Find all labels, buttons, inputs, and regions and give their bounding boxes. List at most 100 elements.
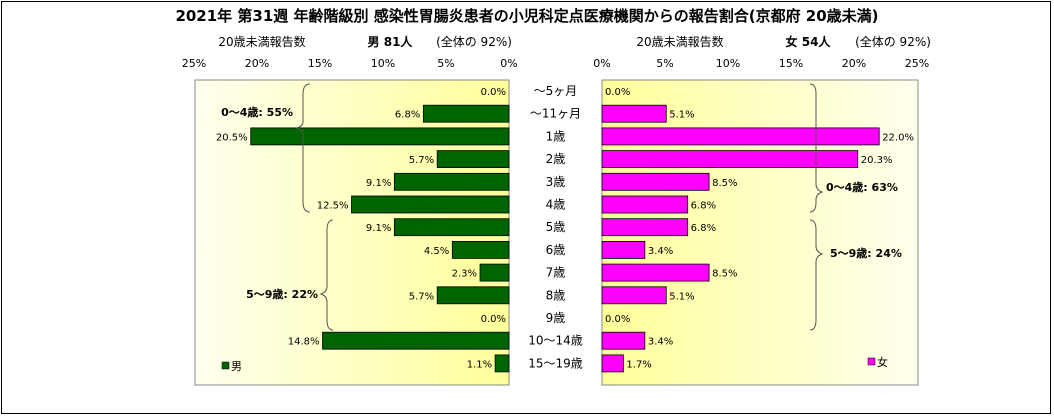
category-label: 8歳 [546, 288, 566, 302]
female-bar [601, 195, 689, 214]
bracket-female-0-4-label: 0～4歳: 63% [826, 180, 898, 194]
category-label: 15～19歳 [528, 356, 583, 370]
male-value-label: 14.8% [288, 337, 320, 348]
legend-male-label: 男 [231, 360, 242, 373]
male-bar [422, 104, 510, 123]
female-bar [601, 354, 624, 373]
male-bar [250, 127, 510, 146]
male-value-label: 5.7% [409, 291, 434, 302]
female-tick-label: 15% [779, 57, 803, 70]
male-tick-label: 25% [182, 57, 206, 70]
category-label: 3歳 [546, 175, 566, 189]
bracket-male-5-9: 5～9歳: 22% [246, 219, 334, 331]
category-label: 7歳 [546, 266, 566, 280]
male-value-label: 0.0% [481, 87, 506, 98]
female-bars: 0.0% 5.1% 22.0% 20.3% 8.5% 6.8% 6.8% 3.4% 8.5% 5.… [601, 87, 914, 373]
category-label: ～11ヶ月 [530, 107, 581, 121]
male-header-count: 男 81人 [368, 34, 414, 49]
male-value-label: 9.1% [366, 223, 391, 234]
category-label: 4歳 [546, 198, 566, 212]
male-value-label: 0.0% [481, 314, 506, 325]
female-bar [601, 104, 667, 123]
male-value-label: 2.3% [452, 269, 477, 280]
male-value-label: 4.5% [424, 246, 449, 257]
category-label: 1歳 [546, 129, 566, 143]
male-axis-ticks: 0% 5% 10% 15% 20% 25% [182, 57, 518, 70]
legend-male-swatch [221, 361, 230, 370]
female-value-label: 5.1% [669, 291, 694, 302]
legend-female-swatch [867, 357, 876, 366]
bracket-female-5-9-label: 5～9歳: 24% [830, 246, 902, 260]
bracket-female-0-4: 0～4歳: 63% [809, 83, 898, 213]
male-bar [436, 286, 510, 305]
female-axis-ticks: 0% 5% 10% 15% 20% 25% [593, 57, 929, 70]
female-tick-label: 10% [716, 57, 740, 70]
female-bar [601, 263, 710, 282]
category-label: 10～14歳 [528, 334, 583, 348]
male-bar [322, 331, 510, 350]
female-header-share: (全体の 92%) [855, 34, 931, 49]
female-bar [601, 286, 667, 305]
male-tick-label: 15% [308, 57, 332, 70]
female-value-label: 6.8% [691, 223, 716, 234]
chart-title: 2021年 第31週 年齢階級別 感染性胃腸炎患者の小児科定点医療機関からの報告… [175, 7, 878, 25]
bracket-female-5-9: 5～9歳: 24% [809, 219, 902, 331]
female-bar [601, 127, 880, 146]
female-header-label: 20歳未満報告数 [636, 34, 723, 49]
category-label: ～5ヶ月 [534, 84, 578, 98]
female-value-label: 6.8% [691, 201, 716, 212]
legend-female-label: 女 [877, 355, 888, 369]
bracket-male-5-9-label: 5～9歳: 22% [246, 287, 318, 301]
male-tick-label: 0% [500, 57, 517, 70]
female-value-label: 8.5% [712, 178, 737, 189]
male-value-label: 9.1% [366, 178, 391, 189]
bracket-male-0-4-label: 0～4歳: 55% [221, 105, 293, 119]
category-label: 2歳 [546, 152, 566, 166]
female-value-label: 8.5% [712, 269, 737, 280]
female-tick-label: 0% [593, 57, 610, 70]
female-bar [601, 150, 859, 169]
category-label: 6歳 [546, 243, 566, 257]
female-header-count: 女 54人 [786, 34, 832, 49]
male-header-label: 20歳未満報告数 [218, 34, 305, 49]
female-bar [601, 172, 710, 191]
female-value-label: 0.0% [605, 314, 630, 325]
female-value-label: 3.4% [648, 337, 673, 348]
male-header-share: (全体の 92%) [436, 34, 512, 49]
female-tick-label: 20% [842, 57, 866, 70]
female-tick-label: 5% [656, 57, 673, 70]
female-value-label: 5.1% [669, 110, 694, 121]
male-value-label: 20.5% [216, 132, 248, 143]
male-bar [479, 263, 510, 282]
female-bar [601, 331, 646, 350]
male-tick-label: 20% [245, 57, 269, 70]
legend-female: 女 [867, 355, 888, 369]
category-label: 9歳 [546, 311, 566, 325]
category-labels: ～5ヶ月 ～11ヶ月 1歳 2歳 3歳 4歳 5歳 6歳 7歳 8歳 9歳 10～14歳 15～19歳 [528, 84, 583, 370]
female-bar [601, 240, 646, 259]
male-bar [436, 150, 510, 169]
male-bar [393, 218, 510, 237]
female-value-label: 20.3% [861, 155, 893, 166]
male-bar [451, 240, 510, 259]
male-bar [393, 172, 510, 191]
male-value-label: 1.1% [467, 359, 492, 370]
male-value-label: 5.7% [409, 155, 434, 166]
female-bar [601, 218, 689, 237]
male-tick-label: 5% [437, 57, 454, 70]
legend-male: 男 [221, 360, 242, 373]
male-bar [494, 354, 510, 373]
male-value-label: 6.8% [395, 110, 420, 121]
male-bar [351, 195, 510, 214]
category-label: 5歳 [546, 220, 566, 234]
male-value-label: 12.5% [317, 201, 349, 212]
female-value-label: 0.0% [605, 87, 630, 98]
female-value-label: 22.0% [882, 132, 914, 143]
female-value-label: 1.7% [626, 359, 651, 370]
male-bars: 0.0% 6.8% 20.5% 5.7% 9.1% 12.5% 9.1% 4.5% 2.3% 5.… [216, 87, 510, 373]
female-tick-label: 25% [905, 57, 929, 70]
bracket-male-0-4: 0～4歳: 55% [221, 83, 311, 213]
male-tick-label: 10% [371, 57, 395, 70]
